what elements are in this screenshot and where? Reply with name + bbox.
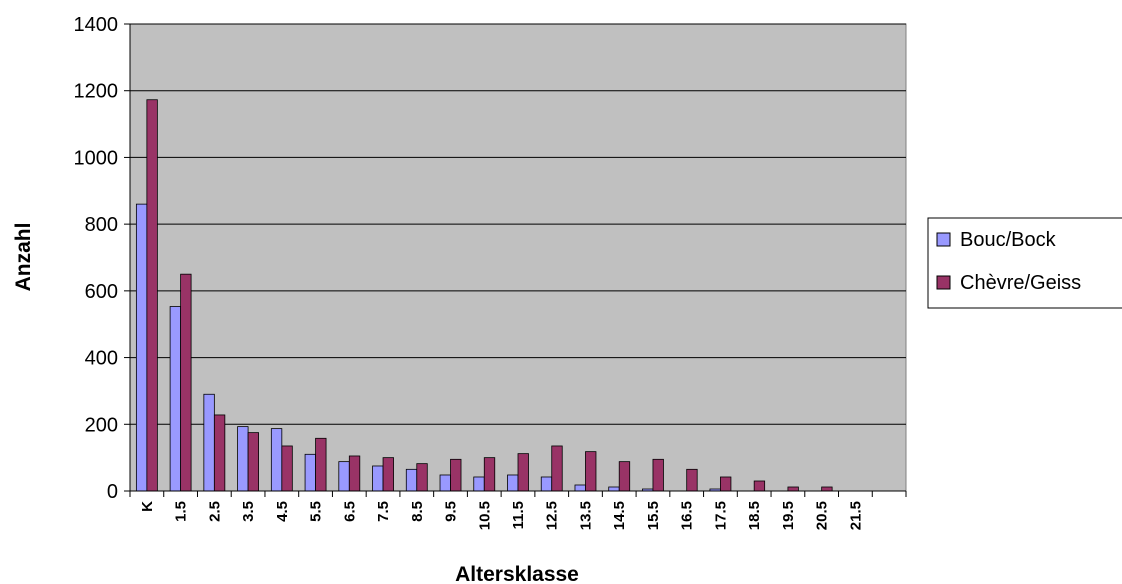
- x-tick-label: 15.5: [645, 501, 662, 530]
- x-tick-label: 12.5: [544, 501, 561, 530]
- bar-bouc-2: [203, 393, 215, 492]
- bar-chevre-3: [247, 432, 259, 492]
- bar-chevre-12: [551, 445, 563, 492]
- x-tick-label: 21.5: [847, 501, 864, 530]
- x-axis-ticks: K 1.5 2.5 3.5 4.5 5.5 6.5 7.5 8.5 9.5 10.5 11.5 12.5…: [129, 491, 907, 530]
- bar-bouc-4: [270, 428, 283, 492]
- legend: Bouc/Bock Chèvre/Geiss: [927, 217, 1122, 309]
- legend-swatch-bouc: [936, 232, 951, 247]
- x-tick-label: 9.5: [443, 501, 460, 522]
- bar-chevre-15: [652, 458, 664, 492]
- x-tick-label: 3.5: [240, 501, 257, 522]
- bar-bouc-14: [608, 486, 620, 492]
- legend-label-chevre: Chèvre/Geiss: [960, 272, 1081, 294]
- x-tick-label: 20.5: [814, 501, 831, 530]
- bar-bouc-6: [338, 461, 350, 492]
- x-tick-label: 14.5: [611, 501, 628, 530]
- bar-bouc-0: [135, 203, 148, 492]
- x-tick-label: 11.5: [510, 501, 527, 529]
- bar-chevre-2: [213, 414, 226, 492]
- bar-chevre-0: [146, 99, 158, 492]
- y-axis-title: Anzahl: [12, 223, 35, 292]
- bar-bouc-3: [237, 426, 249, 492]
- y-tick-label: 1400: [74, 14, 119, 36]
- x-tick-label: 13.5: [577, 501, 594, 530]
- x-tick-label: 19.5: [780, 501, 797, 530]
- x-tick-label: 17.5: [712, 501, 729, 530]
- x-tick-label: 5.5: [308, 501, 325, 522]
- bar-chevre-17: [720, 476, 732, 492]
- bar-chevre-4: [281, 445, 293, 492]
- bar-chevre-10: [483, 457, 496, 492]
- bar-bouc-5: [304, 453, 316, 492]
- bar-chevre-6: [348, 455, 361, 492]
- x-tick-label: 1.5: [173, 501, 190, 522]
- x-tick-label: K: [139, 501, 156, 512]
- bar-chevre-18: [753, 480, 766, 492]
- y-tick-label: 800: [85, 214, 118, 236]
- y-axis-ticks: 0 200 400 600 800 1000 1200 1400: [74, 14, 130, 503]
- bar-chevre-5: [315, 437, 327, 492]
- bar-chevre-14: [618, 461, 631, 492]
- bar-chevre-8: [416, 463, 428, 492]
- bar-bouc-1: [169, 306, 182, 492]
- legend-swatch-chevre: [936, 275, 951, 290]
- bars: [135, 99, 833, 492]
- x-tick-label: 7.5: [375, 501, 392, 522]
- bar-chevre-11: [517, 453, 529, 492]
- bar-bouc-12: [540, 476, 553, 492]
- x-tick-label: 2.5: [206, 501, 223, 522]
- x-tick-label: 16.5: [679, 501, 696, 530]
- y-tick-label: 1000: [74, 147, 119, 169]
- bar-chevre-9: [450, 458, 462, 492]
- x-tick-label: 10.5: [476, 501, 493, 530]
- bar-chevre-1: [180, 273, 192, 492]
- y-tick-label: 0: [107, 481, 118, 503]
- x-tick-label: 4.5: [274, 501, 291, 522]
- x-tick-label: 8.5: [409, 501, 426, 522]
- bar-bouc-9: [439, 474, 451, 492]
- bar-bouc-11: [507, 474, 519, 492]
- bar-chevre-20: [821, 486, 833, 492]
- x-axis-title: Altersklasse: [455, 563, 579, 584]
- bar-chevre-13: [585, 451, 597, 492]
- x-tick-label: 6.5: [341, 501, 358, 522]
- bar-bouc-10: [473, 476, 485, 492]
- bar-chevre-7: [382, 457, 394, 492]
- x-tick-label: 18.5: [746, 501, 763, 530]
- y-tick-label: 1200: [74, 81, 119, 103]
- legend-box: [927, 217, 1122, 309]
- bar-bouc-8: [405, 468, 418, 492]
- plot-area: [129, 23, 907, 492]
- y-tick-label: 400: [85, 348, 118, 370]
- bar-chevre-19: [787, 486, 799, 492]
- bar-bouc-13: [574, 484, 586, 492]
- gridlines: [130, 23, 906, 425]
- y-tick-label: 200: [85, 414, 118, 436]
- bar-chevre-16: [686, 468, 698, 492]
- legend-label-bouc: Bouc/Bock: [960, 229, 1057, 251]
- axes: [129, 24, 906, 492]
- y-tick-label: 600: [85, 281, 118, 303]
- bar-bouc-7: [372, 465, 384, 492]
